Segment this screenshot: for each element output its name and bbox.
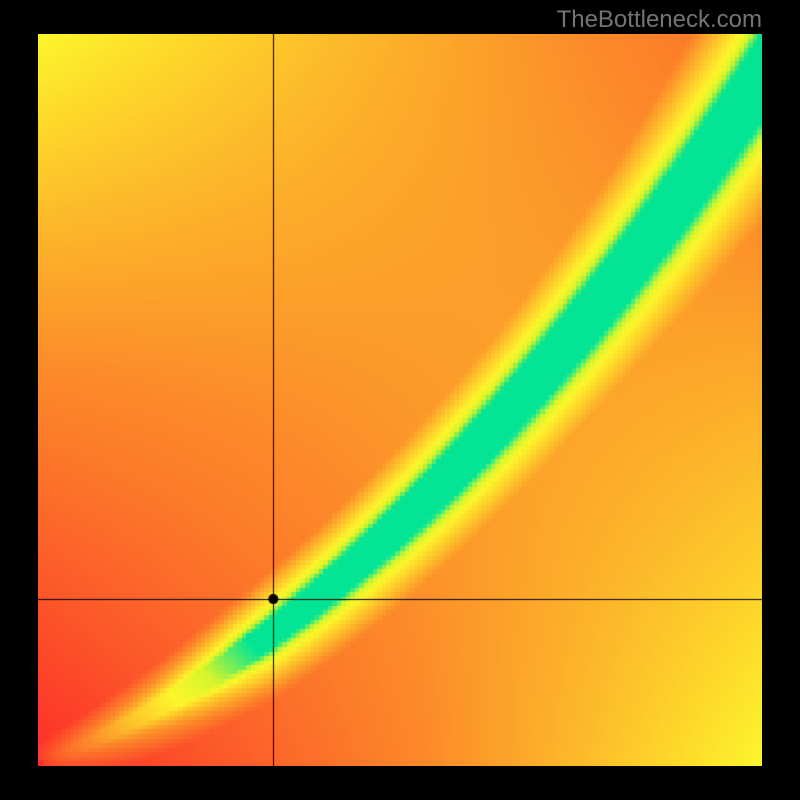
chart-container: TheBottleneck.com	[0, 0, 800, 800]
watermark-label: TheBottleneck.com	[557, 6, 762, 34]
bottleneck-heatmap	[38, 34, 762, 766]
